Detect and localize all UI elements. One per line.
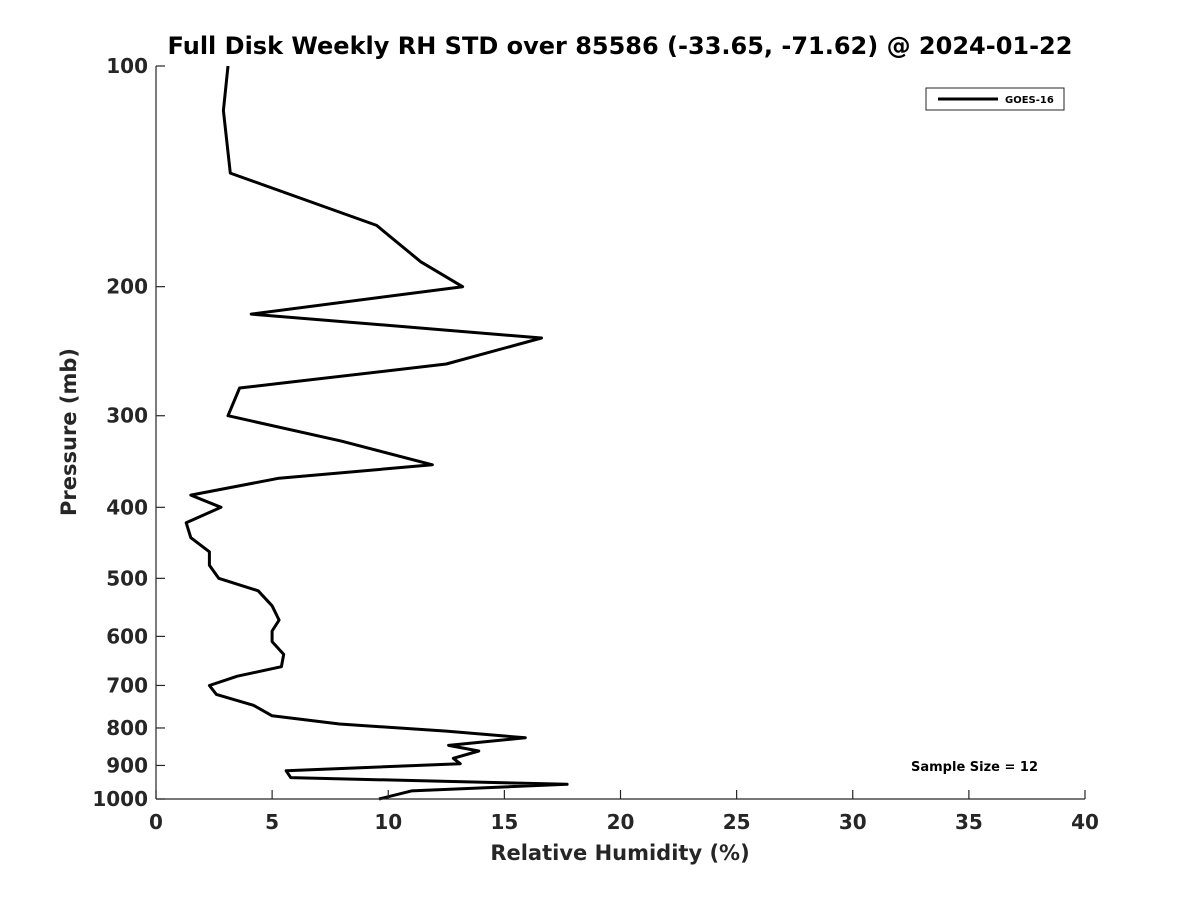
y-axis-label: Pressure (mb) [57, 348, 81, 516]
x-tick-label-35: 35 [955, 810, 983, 834]
x-tick-label-0: 0 [149, 810, 163, 834]
y-tick-label-300: 300 [106, 404, 148, 428]
chart-title: Full Disk Weekly RH STD over 85586 (-33.… [168, 32, 1073, 60]
x-axis-label: Relative Humidity (%) [490, 841, 749, 865]
legend-label-goes-16: GOES-16 [1005, 95, 1054, 106]
x-tick-label-10: 10 [374, 810, 402, 834]
y-tick-label-100: 100 [106, 54, 148, 78]
y-tick-label-700: 700 [106, 673, 148, 697]
y-tick-label-400: 400 [106, 495, 148, 519]
x-tick-label-15: 15 [490, 810, 518, 834]
sample-size-annotation: Sample Size = 12 [911, 760, 1038, 775]
y-tick-label-600: 600 [106, 624, 148, 648]
y-tick-label-500: 500 [106, 566, 148, 590]
y-tick-label-900: 900 [106, 753, 148, 777]
series-line-goes-16 [184, 65, 569, 801]
y-tick-label-1000: 1000 [92, 787, 148, 811]
legend: GOES-16 [925, 87, 1065, 111]
x-tick-label-30: 30 [839, 810, 867, 834]
y-tick-label-800: 800 [106, 716, 148, 740]
y-tick-label-200: 200 [106, 275, 148, 299]
x-axis-ticks: 0 5 10 15 20 25 30 35 40 [149, 790, 1099, 834]
x-tick-label-40: 40 [1071, 810, 1099, 834]
x-tick-label-25: 25 [723, 810, 751, 834]
y-axis-ticks: 100 200 300 400 500 600 700 800 900 1000 [92, 54, 165, 811]
x-tick-label-20: 20 [607, 810, 635, 834]
x-tick-label-5: 5 [265, 810, 279, 834]
